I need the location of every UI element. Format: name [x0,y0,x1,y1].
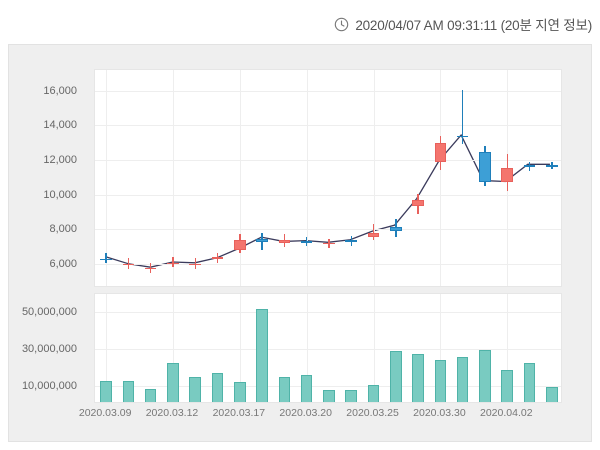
candle-wick [462,89,464,145]
volume-bar [278,377,291,402]
candle-doji-body [100,258,112,260]
volume-bar [456,356,469,402]
price-gridline-vertical [306,70,308,286]
volume-bar [434,360,447,402]
date-tick-label: 2020.04.02 [480,407,533,419]
price-y-axis: 16,000 14,000 12,000 10,000 8,000 6,000 [9,69,87,287]
volume-bar [523,362,536,402]
candle-body [412,199,424,206]
volume-bar [390,351,402,402]
candle-body [211,256,224,260]
candle-body [278,239,291,243]
volume-bar [122,380,135,402]
candle-wick [105,253,107,263]
price-gridline [95,263,561,265]
candle-doji-body [122,263,135,266]
candle-doji-body [189,263,202,266]
candle-doji-body [546,165,558,167]
volume-bar [100,381,112,402]
volume-gridline [95,385,561,387]
volume-tick-label: 10,000,000 [21,379,77,392]
volume-chart-plot[interactable] [94,293,562,403]
price-gridline [95,229,561,231]
candle-wick [194,257,196,269]
candle-doji-body [456,135,469,138]
price-tick-label: 6,000 [49,257,77,270]
volume-tick-label: 50,000,000 [21,306,77,319]
volume-gridline-vertical [306,294,308,402]
volume-gridline-vertical [239,294,241,402]
date-tick-label: 2020.03.30 [413,407,466,419]
price-tick-label: 16,000 [43,84,77,97]
volume-bar [300,374,313,402]
volume-gridline-vertical [507,294,509,402]
candle-body [390,226,402,231]
volume-tick-label: 30,000,000 [21,343,77,355]
candle-wick [172,256,174,268]
candle-body [256,238,268,243]
quote-timestamp: 2020/04/07 AM 09:31:11 (20분 지연 정보) [355,18,592,33]
price-gridline-vertical [106,70,108,286]
date-tick-label: 2020.03.20 [279,407,332,419]
price-gridline-vertical [239,70,241,286]
volume-bar [412,353,424,402]
candle-wick [127,257,130,269]
price-tick-label: 12,000 [43,153,77,166]
volume-bar [234,382,246,402]
price-gridline [95,90,561,92]
volume-bar [167,362,179,402]
date-tick-label: 2020.03.12 [145,407,199,419]
volume-bar [345,390,358,402]
volume-bar [367,385,380,402]
candle-body [434,142,447,162]
chart-panel: 16,000 14,000 12,000 10,000 8,000 6,000 50,00… [8,44,592,442]
volume-y-axis: 50,000,000 30,000,000 10,000,000 [9,293,87,403]
volume-bar [256,308,268,402]
x-axis: 2020.03.09 2020.03.12 2020.03.17 2020.03.20… [79,407,562,427]
chart-header: 2020/04/07 AM 09:31:11 (20분 지연 정보) [0,0,600,48]
candle-doji-body [323,243,335,245]
price-tick-label: 8,000 [49,223,77,236]
candle-doji-body [144,268,157,270]
candle-doji-body [345,240,358,242]
candle-body [234,239,246,250]
candle-wick [372,223,375,240]
price-gridline [95,125,561,127]
date-tick-label: 2020.03.09 [78,407,132,419]
volume-bar [144,388,157,402]
volume-bar [501,369,514,402]
date-tick-label: 2020.03.25 [346,407,399,419]
candle-doji-body [300,241,313,243]
price-chart-plot[interactable] [94,69,562,287]
candle-doji-body [523,165,536,167]
clock-icon [335,17,349,31]
volume-gridline [95,349,561,350]
volume-gridline-vertical [373,294,375,402]
candle-body [367,232,380,237]
volume-gridline-vertical [106,294,108,402]
volume-bar [211,372,224,402]
volume-gridline-vertical [173,294,174,402]
candle-body [479,152,491,182]
price-tick-label: 10,000 [43,188,77,201]
volume-bar [189,376,202,402]
volume-gridline [95,312,561,314]
volume-bar [546,387,558,402]
price-gridline [95,159,561,161]
volume-bar [479,350,491,402]
price-gridline-vertical [173,70,174,286]
price-gridline-vertical [373,70,375,286]
price-tick-label: 14,000 [43,119,77,132]
date-tick-label: 2020.03.17 [212,407,266,419]
volume-bar [323,389,335,402]
price-gridline [95,194,561,196]
candle-doji-body [167,262,179,265]
price-gridline-vertical [440,70,442,286]
close-trendline [95,70,561,286]
candle-body [501,167,514,183]
volume-gridline-vertical [440,294,442,402]
